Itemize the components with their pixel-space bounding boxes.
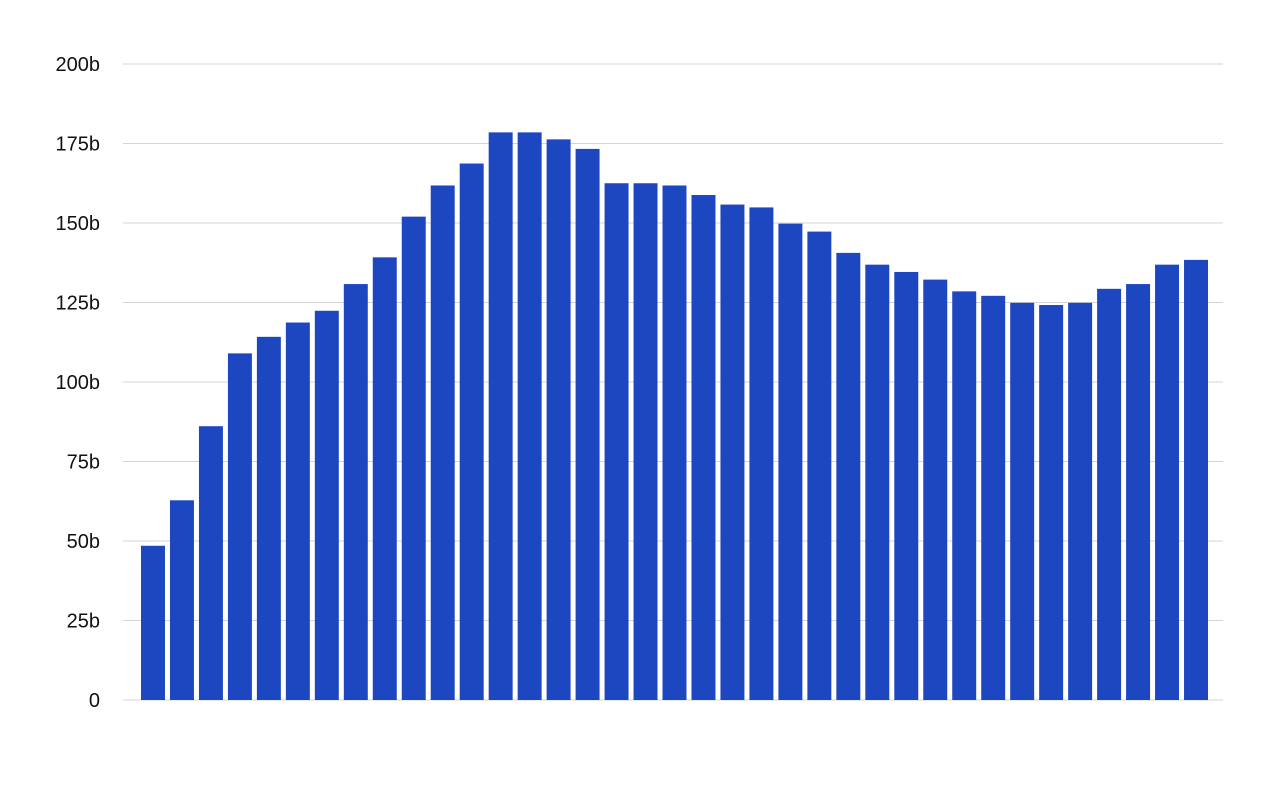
bar	[227, 353, 252, 700]
bar	[836, 252, 861, 700]
bar	[1068, 302, 1093, 700]
y-tick-label: 100b	[56, 372, 101, 394]
bar	[807, 231, 832, 700]
bar	[952, 291, 977, 700]
y-tick-label: 25b	[67, 611, 100, 633]
bar	[604, 183, 629, 700]
bar	[372, 257, 397, 700]
bar	[488, 132, 513, 700]
y-tick-label: 200b	[56, 54, 101, 76]
bar	[1039, 305, 1064, 700]
bars	[141, 132, 1208, 701]
y-tick-label: 50b	[67, 531, 100, 553]
bar	[459, 163, 484, 700]
y-tick-label: 0	[89, 690, 100, 712]
bar	[691, 195, 716, 700]
bar	[633, 183, 658, 700]
bar	[1184, 259, 1208, 700]
bar	[314, 310, 339, 700]
y-tick-label: 150b	[56, 213, 101, 235]
bar	[401, 216, 426, 700]
bar	[546, 139, 571, 700]
bar	[1010, 302, 1035, 700]
bar	[285, 322, 310, 700]
y-tick-label: 75b	[67, 452, 100, 474]
bar	[720, 204, 745, 700]
bar	[1126, 284, 1151, 700]
bar	[923, 279, 948, 700]
bar	[865, 264, 890, 700]
bar	[981, 295, 1006, 700]
bar	[749, 207, 774, 701]
y-tick-label: 175b	[56, 134, 101, 156]
y-axis: 0 25b 50b 75b 100b 125b 150b 175b 200b	[56, 54, 101, 712]
bar	[1155, 264, 1180, 700]
bar	[169, 500, 194, 700]
bar	[256, 336, 281, 700]
bar	[430, 185, 455, 701]
bar	[575, 148, 600, 700]
bar	[778, 223, 803, 700]
bar	[662, 185, 687, 701]
bar	[1097, 288, 1122, 700]
bar	[141, 545, 165, 700]
bar	[343, 284, 368, 700]
bar	[894, 271, 919, 700]
y-tick-label: 125b	[56, 293, 101, 315]
bar	[198, 426, 223, 700]
bar	[517, 132, 542, 700]
